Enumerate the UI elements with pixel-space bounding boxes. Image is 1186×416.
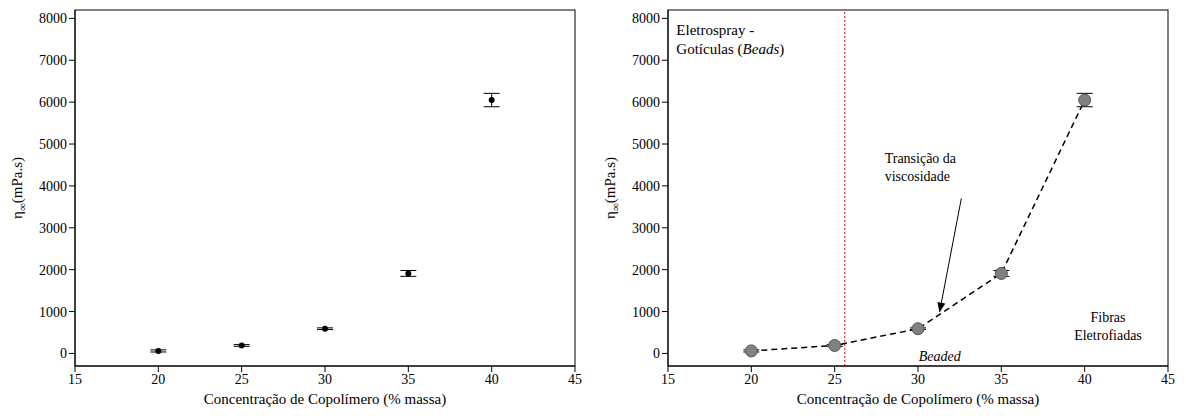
svg-text:45: 45 [568, 372, 582, 387]
svg-text:8000: 8000 [632, 11, 660, 26]
svg-text:4000: 4000 [39, 179, 67, 194]
svg-text:Concentração de Copolímero (%: Concentração de Copolímero (% massa) [204, 391, 446, 408]
svg-text:20: 20 [744, 372, 758, 387]
svg-text:20: 20 [151, 372, 165, 387]
svg-text:35: 35 [994, 372, 1008, 387]
svg-text:3000: 3000 [39, 221, 67, 236]
svg-text:5000: 5000 [39, 137, 67, 152]
svg-text:15: 15 [661, 372, 675, 387]
svg-text:viscosidade: viscosidade [885, 169, 950, 184]
svg-text:Beaded: Beaded [919, 349, 962, 364]
svg-text:η∞(mPa.s): η∞(mPa.s) [602, 157, 621, 219]
svg-text:2000: 2000 [632, 263, 660, 278]
svg-text:15: 15 [68, 372, 82, 387]
svg-text:3000: 3000 [632, 221, 660, 236]
svg-text:30: 30 [911, 372, 925, 387]
svg-text:8000: 8000 [39, 11, 67, 26]
svg-text:Transição da: Transição da [885, 151, 957, 166]
svg-text:7000: 7000 [632, 53, 660, 68]
svg-text:5000: 5000 [632, 137, 660, 152]
svg-text:30: 30 [318, 372, 332, 387]
svg-text:6000: 6000 [632, 95, 660, 110]
svg-text:Eletrofiadas: Eletrofiadas [1074, 328, 1142, 343]
svg-text:Gotículas (Beads): Gotículas (Beads) [676, 41, 784, 58]
svg-text:1000: 1000 [632, 305, 660, 320]
svg-text:2000: 2000 [39, 263, 67, 278]
svg-text:0: 0 [60, 346, 67, 361]
svg-text:4000: 4000 [632, 179, 660, 194]
svg-text:25: 25 [828, 372, 842, 387]
svg-text:Concentração de Copolímero (%: Concentração de Copolímero (% massa) [797, 391, 1039, 408]
svg-text:35: 35 [401, 372, 415, 387]
svg-text:40: 40 [485, 372, 499, 387]
svg-text:Fibras: Fibras [1091, 310, 1126, 325]
svg-text:45: 45 [1161, 372, 1175, 387]
svg-text:0: 0 [653, 346, 660, 361]
svg-text:40: 40 [1078, 372, 1092, 387]
svg-text:25: 25 [235, 372, 249, 387]
svg-text:7000: 7000 [39, 53, 67, 68]
svg-text:6000: 6000 [39, 95, 67, 110]
svg-text:Eletrospray -: Eletrospray - [676, 22, 754, 38]
svg-text:η∞(mPa.s): η∞(mPa.s) [9, 157, 28, 219]
svg-text:1000: 1000 [39, 305, 67, 320]
